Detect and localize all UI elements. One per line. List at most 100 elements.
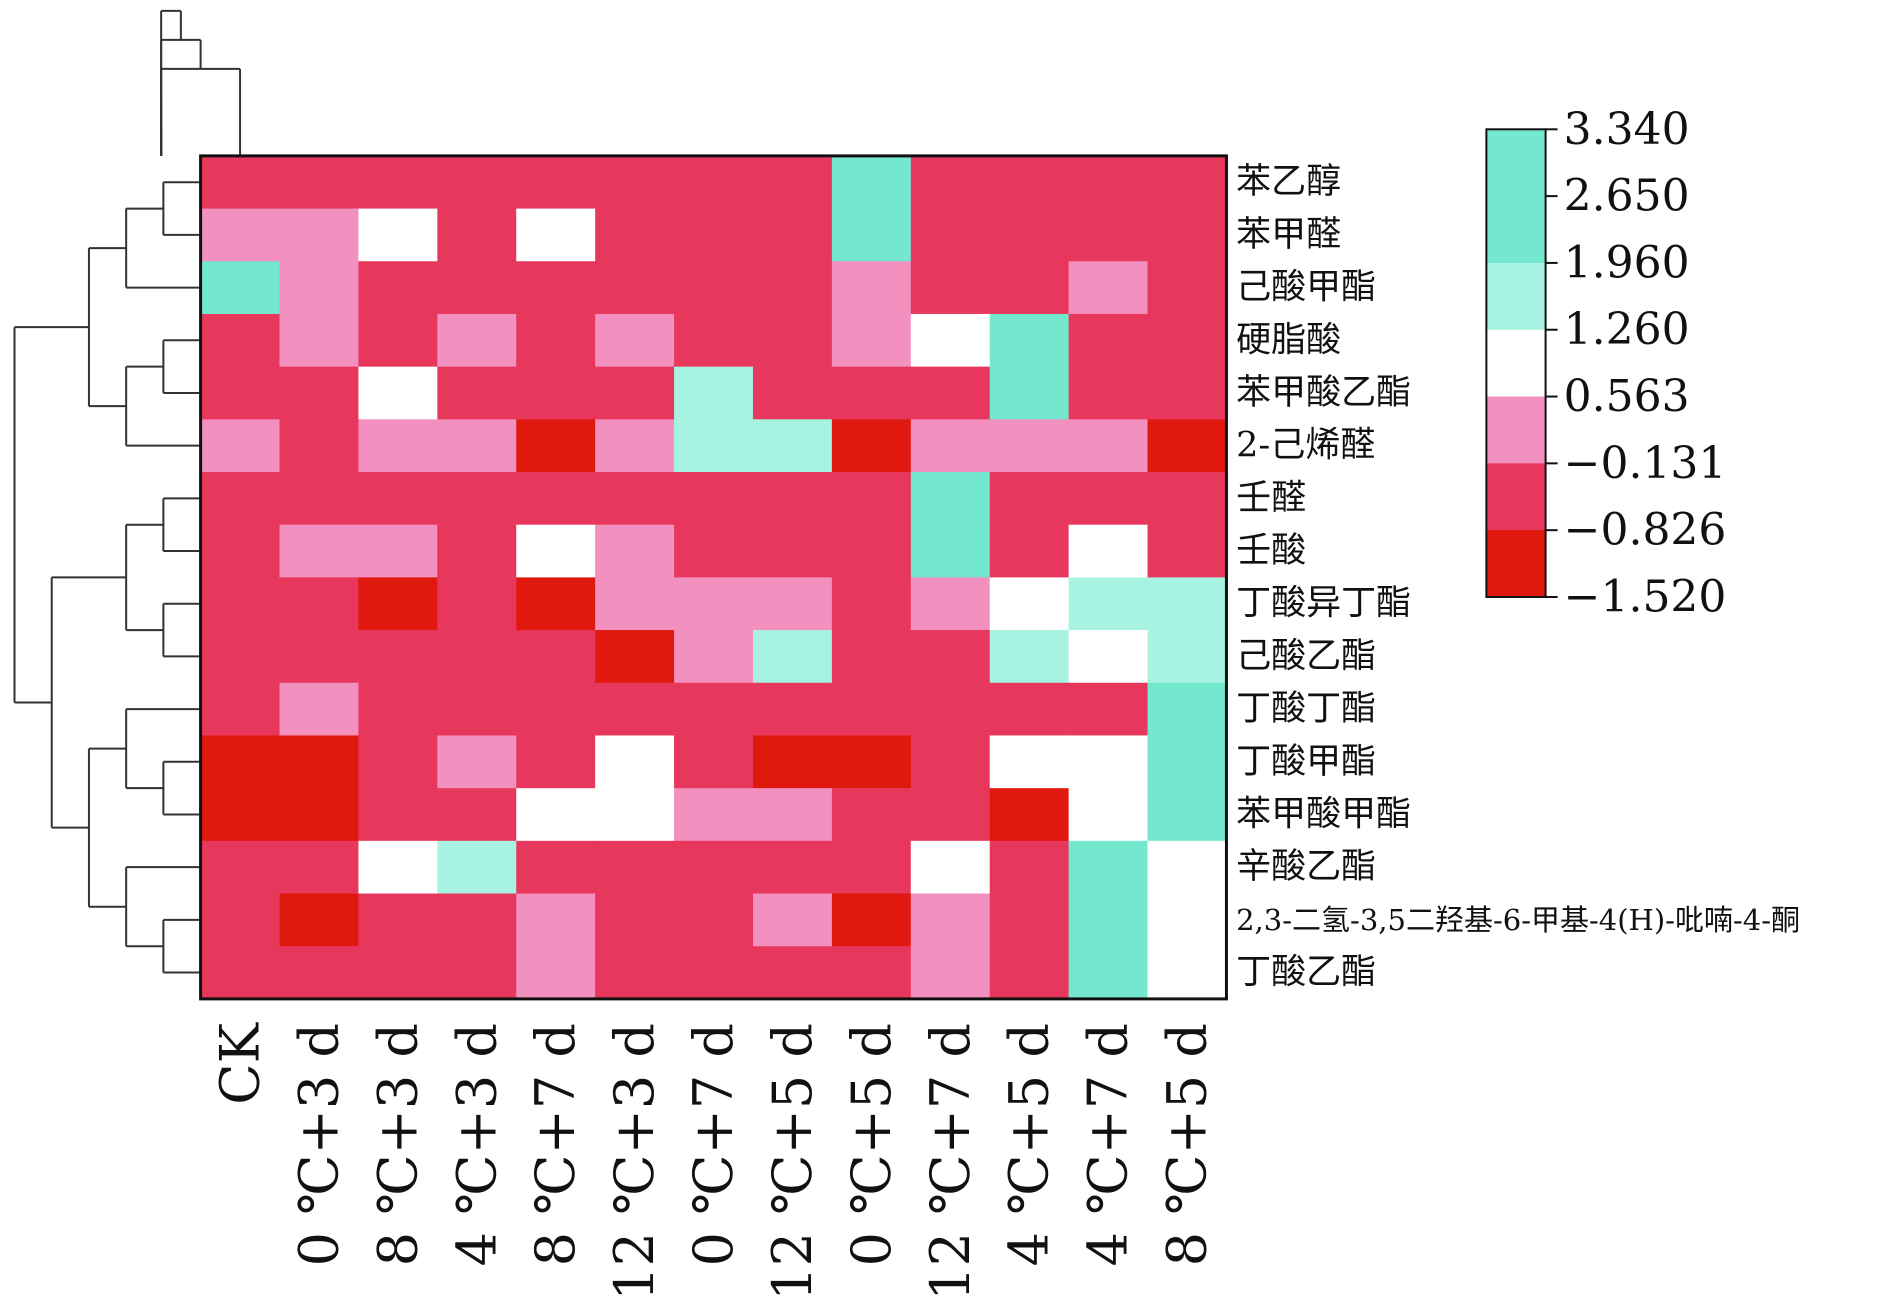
heatmap-cell: [674, 630, 754, 684]
heatmap-cell: [1068, 155, 1149, 210]
heatmap-cell: [910, 577, 991, 631]
heatmap-cell: [516, 419, 596, 473]
color-scale-label: −1.520: [1564, 571, 1727, 622]
heatmap-cell: [200, 366, 281, 420]
row-label: 辛酸乙酯: [1236, 847, 1376, 887]
heatmap-cell: [831, 313, 912, 368]
heatmap-cell: [200, 893, 281, 947]
heatmap-cell: [516, 472, 596, 526]
heatmap-cell: [910, 788, 991, 842]
heatmap-cell: [279, 577, 360, 631]
heatmap-cell: [1068, 419, 1149, 473]
column-label: 4 ℃+3 d: [445, 1023, 508, 1266]
heatmap-cell: [1068, 893, 1149, 947]
heatmap-cell: [910, 472, 991, 526]
heatmap-cell: [1068, 366, 1149, 420]
heatmap-cell: [200, 840, 281, 895]
heatmap-cell: [1068, 788, 1149, 842]
heatmap-cell: [831, 577, 912, 631]
heatmap-cell: [1147, 893, 1228, 947]
heatmap-cell: [752, 313, 833, 368]
heatmap-cell: [595, 208, 675, 262]
color-scale-label: 2.650: [1564, 171, 1690, 222]
heatmap-cell: [200, 524, 281, 578]
heatmap-cell: [989, 419, 1070, 473]
heatmap-cells: [200, 155, 1228, 1000]
heatmap-cell: [516, 735, 596, 789]
heatmap-cell: [831, 735, 912, 789]
column-label: CK: [209, 1021, 272, 1104]
heatmap-cell: [437, 840, 517, 895]
heatmap-cell: [989, 946, 1070, 1000]
heatmap-cell: [752, 630, 833, 684]
color-scale-bin: [1486, 530, 1546, 598]
color-scale-bin: [1486, 129, 1546, 197]
heatmap-cell: [910, 946, 991, 1000]
heatmap-cell: [674, 577, 754, 631]
column-label: 0 ℃+5 d: [840, 1023, 903, 1266]
heatmap-cell: [831, 419, 912, 473]
heatmap-cell: [279, 946, 360, 1000]
heatmap-cell: [910, 893, 991, 947]
column-label: 4 ℃+5 d: [998, 1023, 1061, 1266]
row-label: 丁酸异丁酯: [1236, 584, 1411, 624]
heatmap-cell: [200, 155, 281, 210]
heatmap-cell: [674, 946, 754, 1000]
heatmap-cell: [674, 682, 754, 737]
color-scale-label: 3.340: [1564, 104, 1690, 155]
heatmap-cell: [595, 735, 675, 789]
heatmap-cell: [910, 155, 991, 210]
heatmap-cell: [358, 261, 438, 315]
heatmap-cell: [910, 682, 991, 737]
heatmap-cell: [358, 577, 438, 631]
heatmap-cell: [1068, 313, 1149, 368]
heatmap-cell: [1147, 524, 1228, 578]
heatmap-cell: [358, 630, 438, 684]
heatmap-cell: [910, 208, 991, 262]
heatmap-cell: [752, 419, 833, 473]
column-label: 0 ℃+3 d: [287, 1023, 350, 1266]
heatmap-cell: [752, 208, 833, 262]
heatmap-cell: [1068, 946, 1149, 1000]
heatmap-cell: [1147, 366, 1228, 420]
heatmap-cell: [358, 893, 438, 947]
heatmap-cell: [358, 472, 438, 526]
row-label: 2-己烯醛: [1236, 426, 1375, 466]
heatmap-cell: [752, 366, 833, 420]
row-label: 己酸甲酯: [1236, 268, 1376, 308]
heatmap-cell: [595, 946, 675, 1000]
heatmap-cell: [674, 261, 754, 315]
column-dendrogram: [160, 9, 242, 156]
row-label: 苯乙醇: [1236, 162, 1341, 202]
heatmap-cell: [200, 208, 281, 262]
heatmap-cell: [437, 472, 517, 526]
heatmap-cell: [1068, 840, 1149, 895]
row-label: 丁酸甲酯: [1236, 742, 1376, 782]
column-label: 12 ℃+7 d: [919, 1023, 982, 1299]
heatmap-cell: [595, 419, 675, 473]
heatmap-cell: [437, 682, 517, 737]
heatmap-cell: [831, 630, 912, 684]
color-scale-label: 0.563: [1564, 371, 1690, 422]
heatmap-cell: [200, 946, 281, 1000]
heatmap-cell: [910, 366, 991, 420]
heatmap-cell: [516, 208, 596, 262]
color-scale-label: 1.260: [1564, 304, 1690, 355]
heatmap-cell: [1068, 208, 1149, 262]
color-scale-bin: [1486, 329, 1546, 398]
heatmap-cell: [200, 261, 281, 315]
column-label: 0 ℃+7 d: [682, 1023, 745, 1266]
heatmap-cell: [595, 524, 675, 578]
heatmap-cell: [1147, 630, 1228, 684]
heatmap-cell: [358, 366, 438, 420]
heatmap-cell: [437, 261, 517, 315]
heatmap-cell: [516, 893, 596, 947]
color-scale-label: −0.131: [1564, 438, 1727, 489]
heatmap-cell: [1147, 208, 1228, 262]
heatmap-cell: [516, 155, 596, 210]
row-label: 丁酸丁酯: [1236, 689, 1376, 729]
heatmap-cell: [674, 840, 754, 895]
heatmap-cell: [910, 630, 991, 684]
heatmap-cell: [831, 788, 912, 842]
